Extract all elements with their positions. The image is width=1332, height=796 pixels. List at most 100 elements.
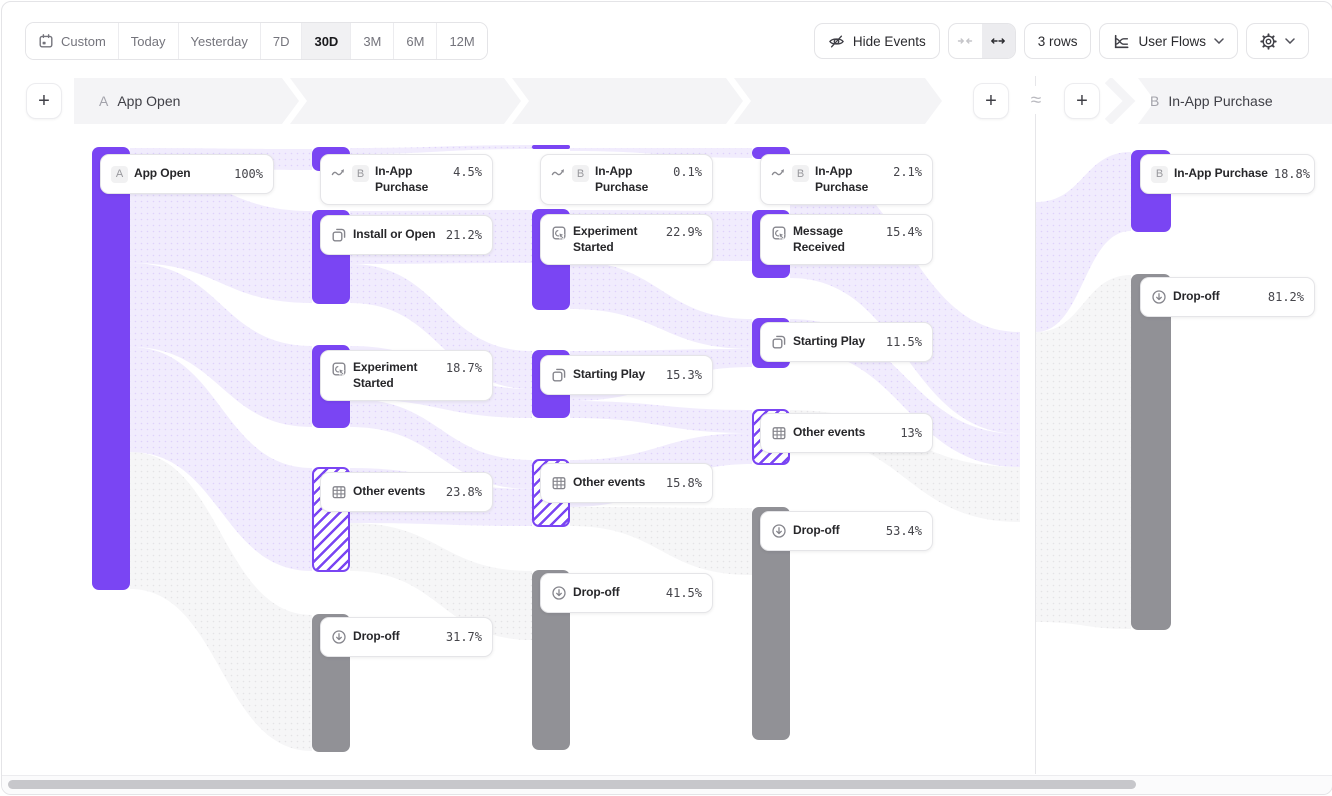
click-cursor-icon	[551, 225, 567, 241]
flow-node-message-received[interactable]: Message Received 15.4%	[760, 214, 933, 266]
node-value: 18.7%	[445, 361, 482, 375]
add-step-right-button[interactable]: +	[1064, 83, 1100, 119]
collapse-icon	[958, 38, 973, 44]
date-range-label: Today	[130, 33, 166, 49]
overlap-squares-icon	[331, 227, 347, 243]
date-range-12m[interactable]: 12M	[436, 23, 487, 59]
panel-divider	[1035, 76, 1036, 86]
date-range-label: Custom	[61, 33, 106, 49]
flow-node-other-events[interactable]: Other events 23.8%	[320, 472, 493, 512]
node-value: 53.4%	[885, 524, 922, 538]
flow-node-drop-off[interactable]: Drop-off 31.7%	[320, 617, 493, 657]
grid-icon	[551, 475, 567, 491]
event-badge-b: B	[572, 165, 589, 182]
flow-ribbon	[130, 263, 312, 427]
node-value: 41.5%	[665, 586, 702, 600]
flow-node-in-app-purchase[interactable]: B In-App Purchase 4.5%	[320, 154, 493, 206]
flow-node-starting-play[interactable]: Starting Play 11.5%	[760, 322, 933, 362]
panel-divider	[1035, 114, 1036, 774]
node-value: 2.1%	[893, 165, 922, 179]
node-label: Drop-off	[353, 629, 400, 644]
overlap-squares-icon	[771, 334, 787, 350]
node-label: Drop-off	[793, 523, 840, 538]
rows-label: 3 rows	[1037, 33, 1078, 49]
add-step-start-button[interactable]: +	[26, 83, 62, 119]
flow-node-starting-play[interactable]: Starting Play 15.3%	[540, 355, 713, 395]
click-cursor-icon	[331, 361, 347, 377]
flow-node-other-events[interactable]: Other events 13%	[760, 413, 933, 453]
approx-symbol: ≈	[1030, 90, 1042, 111]
date-range-label: 7D	[272, 33, 290, 49]
flow-bar-drop-off[interactable]	[1131, 274, 1171, 630]
node-value: 18.8%	[1273, 167, 1310, 181]
flow-ribbon	[570, 261, 752, 349]
date-range-label: 6M	[406, 33, 425, 49]
flow-node-app-open[interactable]: A App Open 100%	[100, 154, 274, 194]
drop-off-icon	[771, 523, 787, 539]
flow-node-experiment-started[interactable]: Experiment Started 22.9%	[540, 214, 713, 266]
date-range-6m[interactable]: 6M	[393, 23, 437, 59]
date-range-control: Custom Today Yesterday 7D 30D 3M 6M 12M	[25, 22, 488, 60]
flow-node-drop-off[interactable]: Drop-off 53.4%	[760, 511, 933, 551]
node-label: Install or Open	[353, 227, 436, 242]
flow-node-drop-off[interactable]: Drop-off 81.2%	[1140, 277, 1315, 317]
node-label: In-App Purchase	[815, 164, 869, 194]
end-band-chevron-icon	[1104, 78, 1136, 124]
toolbar: Custom Today Yesterday 7D 30D 3M 6M 12M Hide Ev…	[25, 22, 1309, 60]
date-range-30d[interactable]: 30D	[301, 23, 351, 59]
chevron-down-icon	[1214, 38, 1224, 44]
expand-icon	[991, 38, 1006, 44]
horizontal-scrollbar-thumb[interactable]	[8, 780, 1136, 789]
event-badge-a: A	[111, 165, 128, 183]
flow-node-other-events[interactable]: Other events 15.8%	[540, 463, 713, 503]
node-label: In-App Purchase	[375, 164, 429, 194]
view-selector-button[interactable]: User Flows	[1099, 23, 1238, 59]
node-value: 100%	[234, 167, 263, 181]
event-badge-b: B	[792, 165, 809, 182]
node-value: 22.9%	[665, 225, 702, 239]
date-range-3m[interactable]: 3M	[350, 23, 394, 59]
node-label: Drop-off	[573, 585, 620, 600]
date-range-label: 12M	[449, 33, 475, 49]
add-step-left-button[interactable]: +	[973, 83, 1009, 119]
hide-events-label: Hide Events	[852, 33, 926, 49]
start-step-prefix: A	[99, 93, 109, 109]
date-range-label: 3M	[363, 33, 382, 49]
node-label: Message Received	[793, 224, 845, 254]
flow-bar-in-app-purchase[interactable]	[532, 145, 570, 149]
flow-node-install-or-open[interactable]: Install or Open 21.2%	[320, 215, 493, 255]
flow-node-experiment-started[interactable]: Experiment Started 18.7%	[320, 350, 493, 402]
flow-node-in-app-purchase[interactable]: B In-App Purchase 18.8%	[1140, 154, 1315, 194]
date-range-custom[interactable]: Custom	[26, 23, 118, 59]
node-label: App Open	[134, 166, 191, 181]
grid-icon	[771, 425, 787, 441]
node-value: 23.8%	[445, 485, 482, 499]
node-value: 15.3%	[665, 368, 702, 382]
node-value: 15.4%	[885, 225, 922, 239]
flow-node-in-app-purchase[interactable]: B In-App Purchase 2.1%	[760, 154, 933, 206]
overlap-squares-icon	[551, 367, 567, 383]
flow-node-drop-off[interactable]: Drop-off 41.5%	[540, 573, 713, 613]
flow-node-in-app-purchase[interactable]: B In-App Purchase 0.1%	[540, 154, 713, 206]
node-value: 31.7%	[445, 630, 482, 644]
date-range-7d[interactable]: 7D	[259, 23, 302, 59]
node-value: 21.2%	[445, 228, 482, 242]
user-flows-icon	[1113, 33, 1130, 50]
start-step-label: A App Open	[99, 78, 180, 124]
hide-events-button[interactable]: Hide Events	[813, 23, 940, 59]
date-range-today[interactable]: Today	[117, 23, 178, 59]
collapse-columns-button[interactable]	[949, 24, 982, 58]
rows-button[interactable]: 3 rows	[1023, 23, 1092, 59]
view-selector-label: User Flows	[1138, 33, 1206, 49]
node-label: In-App Purchase	[595, 164, 649, 194]
expand-columns-button[interactable]	[981, 24, 1015, 58]
wavy-arrow-icon	[771, 165, 786, 180]
drop-off-icon	[1151, 289, 1167, 305]
date-range-yesterday[interactable]: Yesterday	[177, 23, 260, 59]
flow-steps-band[interactable]	[2, 78, 1332, 124]
drop-off-icon	[551, 585, 567, 601]
flow-bar-app-open[interactable]	[92, 147, 130, 590]
settings-button[interactable]	[1246, 23, 1309, 59]
node-label: Other events	[573, 475, 646, 490]
